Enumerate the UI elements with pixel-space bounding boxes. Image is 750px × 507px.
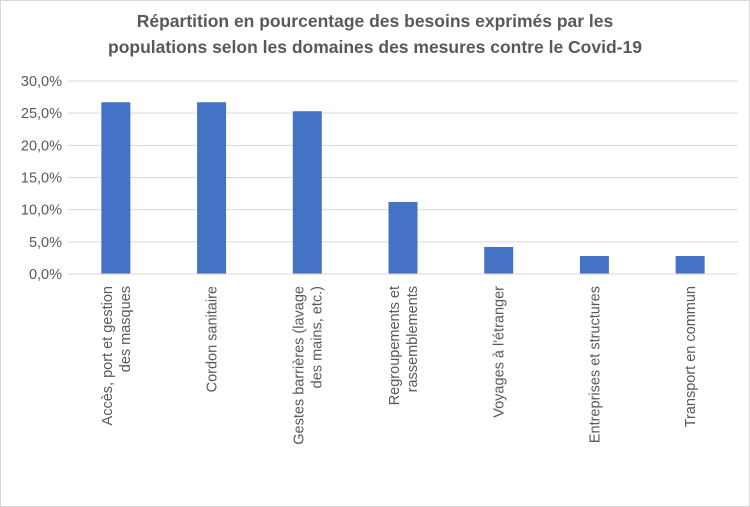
- x-tick-label: Accès, port et gestion des masques: [100, 286, 134, 425]
- x-tick-label-line: Gestes barrières (lavage: [291, 286, 307, 445]
- x-tick-label-line: des masques: [118, 286, 134, 372]
- bar: [579, 255, 609, 274]
- bar: [388, 201, 418, 274]
- x-tick-label: Voyages à l'étranger: [492, 286, 508, 418]
- chart-title: Répartition en pourcentage des besoins e…: [1, 8, 749, 60]
- x-tick-label-line: Cordon sanitaire: [205, 286, 221, 392]
- bar: [197, 102, 227, 274]
- x-tick-label: Cordon sanitaire: [205, 286, 221, 392]
- x-tick-label-line: Accès, port et gestion: [100, 286, 116, 425]
- chart-title-line-2: populations selon les domaines des mesur…: [108, 37, 642, 57]
- x-tick-label-line: Transport en commun: [683, 286, 699, 427]
- bar: [675, 255, 705, 274]
- x-tick-label-line: Voyages à l'étranger: [492, 286, 508, 418]
- x-tick-label-line: Regroupements et: [387, 286, 403, 405]
- x-tick-label: Gestes barrières (lavage des mains, etc.): [291, 286, 325, 445]
- chart-title-line-1: Répartition en pourcentage des besoins e…: [136, 11, 614, 31]
- x-tick-label-line: Entreprises et structures: [587, 286, 603, 443]
- x-tick-label: Transport en commun: [683, 286, 699, 427]
- x-tick-label-line: des mains, etc.): [309, 286, 325, 388]
- y-tick-label: 20,0%: [21, 138, 62, 154]
- bar: [292, 111, 322, 274]
- y-tick-label: 5,0%: [29, 235, 62, 251]
- x-tick-label-line: rassemblements: [405, 286, 421, 392]
- x-tick-label: Regroupements et rassemblements: [387, 286, 421, 405]
- bar: [484, 246, 514, 274]
- x-tick-label: Entreprises et structures: [587, 286, 603, 443]
- bar: [101, 102, 131, 274]
- y-tick-label: 0,0%: [29, 267, 62, 283]
- y-tick-label: 15,0%: [21, 171, 62, 187]
- y-tick-label: 30,0%: [21, 74, 62, 90]
- y-tick-label: 25,0%: [21, 106, 62, 122]
- y-tick-label: 10,0%: [21, 203, 62, 219]
